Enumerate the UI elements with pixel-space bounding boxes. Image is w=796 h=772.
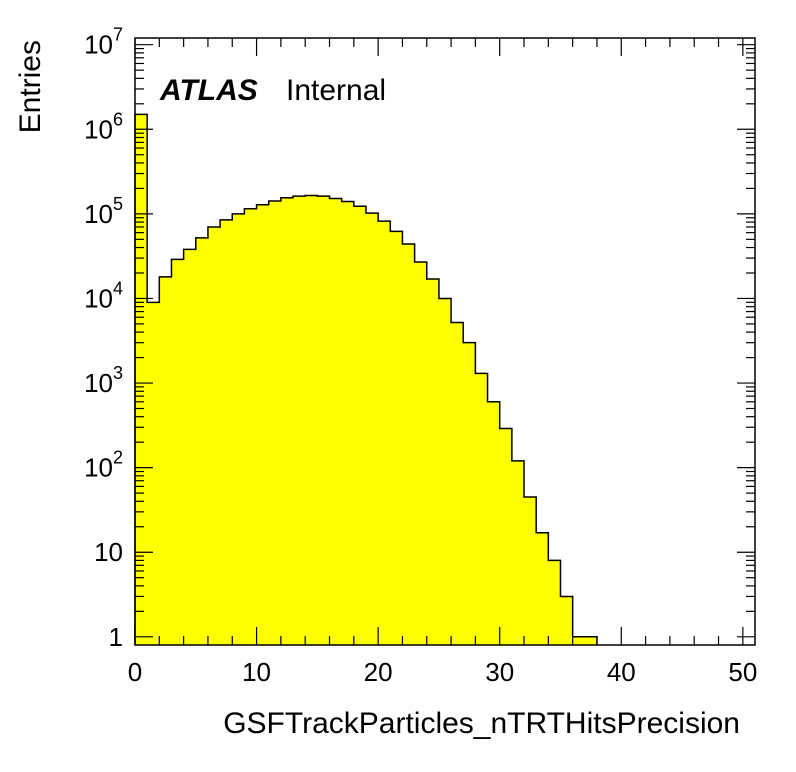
histogram-bar xyxy=(305,195,318,645)
histogram-bar xyxy=(524,496,537,645)
histogram-bar xyxy=(584,636,598,645)
y-tick-label: 104 xyxy=(84,278,123,313)
histogram-bar xyxy=(414,261,428,645)
histogram-bar xyxy=(341,201,355,646)
histogram-bar xyxy=(244,208,258,645)
histogram-bar xyxy=(536,532,549,645)
histogram-bar xyxy=(256,204,270,645)
x-tick-label: 30 xyxy=(485,657,514,687)
histogram-bar xyxy=(499,428,513,645)
histogram-bar xyxy=(378,221,391,646)
histogram-bar xyxy=(195,237,209,645)
y-tick-label: 1 xyxy=(109,622,123,652)
x-axis-title: GSFTrackParticles_nTRTHitsPrecision xyxy=(223,707,740,740)
histogram-bar xyxy=(390,231,403,645)
histogram-bar xyxy=(560,596,574,645)
histogram-bars xyxy=(135,114,598,646)
histogram-outline xyxy=(134,113,598,645)
histogram-bar xyxy=(329,198,343,646)
histogram-bar xyxy=(171,259,185,645)
histogram-bar xyxy=(426,278,440,645)
histogram-bar xyxy=(317,196,331,645)
histogram-bar xyxy=(451,322,464,645)
histogram-bar xyxy=(220,219,233,645)
atlas-label: ATLAS xyxy=(159,74,258,107)
histogram-bar xyxy=(183,249,197,645)
histogram-bar xyxy=(147,302,160,645)
y-tick-label: 102 xyxy=(84,448,123,483)
x-tick-label: 0 xyxy=(128,657,142,687)
histogram-bar xyxy=(511,460,525,645)
internal-label: Internal xyxy=(286,74,386,107)
histogram-bar xyxy=(365,213,379,646)
histogram-bar xyxy=(572,636,586,645)
axis-ticks xyxy=(134,38,755,645)
x-tick-label: 50 xyxy=(728,657,757,687)
y-tick-label: 103 xyxy=(84,363,123,398)
y-tick-label: 105 xyxy=(84,194,123,229)
y-tick-label: 106 xyxy=(84,109,123,144)
y-tick-label: 10 xyxy=(94,537,123,567)
y-axis-title: Entries xyxy=(14,40,47,133)
x-tick-labels: 0 10 20 30 40 50 xyxy=(128,657,758,687)
x-tick-label: 10 xyxy=(242,657,271,687)
histogram-bar xyxy=(402,244,416,645)
histogram-bar xyxy=(280,197,294,645)
histogram-bar xyxy=(463,342,476,645)
y-tick-labels: 1 10 102 103 104 105 106 107 xyxy=(84,25,123,652)
plot-frame xyxy=(134,37,756,646)
histogram-bar xyxy=(353,206,367,645)
histogram-bar xyxy=(438,298,452,645)
histogram-bar xyxy=(548,560,561,645)
x-tick-label: 40 xyxy=(607,657,636,687)
histogram-bar xyxy=(207,226,221,645)
histogram-bar xyxy=(268,200,282,645)
histogram-bar xyxy=(293,196,306,645)
histogram-bar xyxy=(487,401,501,645)
histogram-bar xyxy=(475,373,489,645)
y-tick-label: 107 xyxy=(84,25,123,60)
histogram-bar xyxy=(232,213,245,645)
histogram-bar xyxy=(159,276,172,645)
x-tick-label: 20 xyxy=(364,657,393,687)
